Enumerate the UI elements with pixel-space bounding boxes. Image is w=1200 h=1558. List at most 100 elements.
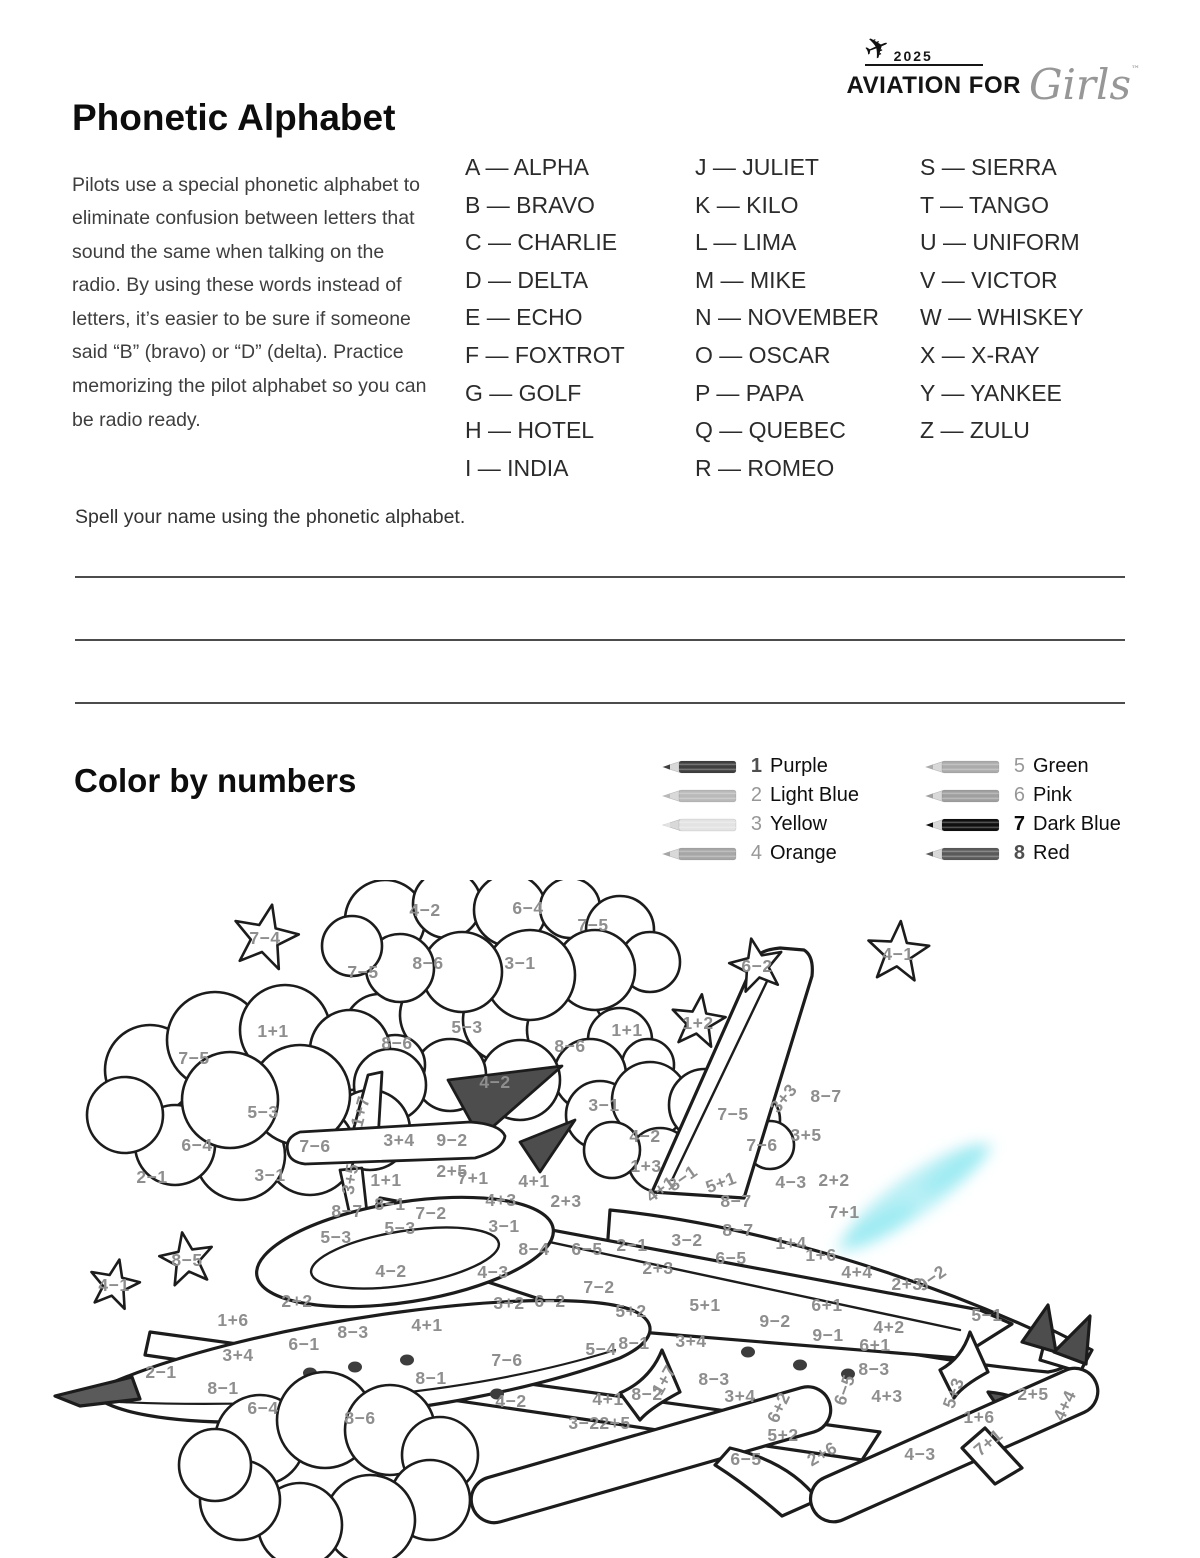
math-label: 6−5 xyxy=(715,1248,746,1268)
math-label: 4+2 xyxy=(873,1317,904,1337)
logo-girls-script: Girls™ xyxy=(1028,60,1140,109)
math-label: 1+1 xyxy=(611,1020,642,1040)
intro-paragraph: Pilots use a special phonetic alphabet t… xyxy=(72,173,427,431)
math-label: 8−6 xyxy=(412,953,443,973)
math-label: 3−2 xyxy=(671,1230,702,1250)
legend-color-name: Green xyxy=(1033,755,1089,777)
brand-logo: ✈ 2025 AVIATION FOR Girls™ xyxy=(847,29,1140,109)
legend-color-name: Pink xyxy=(1033,784,1072,806)
math-label: 3−1 xyxy=(488,1216,519,1236)
math-label: 4+3 xyxy=(871,1386,902,1406)
pencil-icon xyxy=(925,818,1000,831)
math-label: 6−5 xyxy=(830,1372,859,1408)
rivet xyxy=(793,1359,807,1371)
answer-line xyxy=(75,639,1125,641)
phonetic-entry: N — NOVEMBER xyxy=(695,304,880,331)
legend-item-orange: 4 Orange xyxy=(662,839,859,868)
phonetic-entry: W — WHISKEY xyxy=(920,304,1084,331)
logo-wordmark: AVIATION FOR Girls™ xyxy=(847,60,1140,109)
math-label: 1+1 xyxy=(257,1021,288,1041)
exhaust-flame xyxy=(835,1142,993,1253)
math-label: 8−3 xyxy=(337,1322,368,1342)
math-label: 8−6 xyxy=(344,1408,375,1428)
math-label: 4+1 xyxy=(518,1171,549,1191)
math-label: 2+3 xyxy=(550,1191,581,1211)
math-label: 8−6 xyxy=(381,1033,412,1053)
math-label: 8−2 xyxy=(631,1384,662,1404)
math-label: 5+2 xyxy=(615,1301,646,1321)
math-label: 5+2 xyxy=(767,1425,798,1445)
math-label: 5−1 xyxy=(971,1305,1002,1325)
math-label: 8−4 xyxy=(518,1239,549,1259)
pencil-icon xyxy=(662,760,737,773)
math-label: 8−6 xyxy=(554,1036,585,1056)
logo-top: ✈ 2025 xyxy=(859,29,983,69)
logo-year: 2025 xyxy=(893,48,933,64)
math-label: 2+5 xyxy=(1017,1384,1048,1404)
legend-item-purple: 1 Purple xyxy=(662,752,859,781)
legend-number: 7 xyxy=(1013,813,1025,835)
phonetic-entry: V — VICTOR xyxy=(920,266,1058,293)
math-label: 4+3 xyxy=(485,1190,516,1210)
cloud-puff xyxy=(180,1050,280,1150)
math-label: 2−1 xyxy=(136,1167,167,1187)
math-label: 4+4 xyxy=(841,1262,872,1282)
coloring-illustration: 7−4 4−2 6−4 7−5 7−5 8−6 3−1 6−2 4−1 1+1 1+2 7−5 8−6 5… xyxy=(0,880,1200,1558)
pencil-icon xyxy=(925,760,1000,773)
math-label: 3+2 xyxy=(493,1293,524,1313)
legend-number: 2 xyxy=(750,784,762,806)
math-label: 7−5 xyxy=(178,1048,209,1068)
math-label: 4−2 xyxy=(629,1126,660,1146)
color-legend-column-2: 5 Green 6 Pink 7 Dark Blue 8 Red xyxy=(925,752,1121,868)
math-label: 6−5 xyxy=(730,1449,761,1469)
legend-item-light-blue: 2 Light Blue xyxy=(662,781,859,810)
math-label: 8−7 xyxy=(720,1191,751,1211)
math-label: 6+1 xyxy=(811,1295,842,1315)
math-label: 3−1 xyxy=(254,1165,285,1185)
phonetic-entry: U — UNIFORM xyxy=(920,229,1080,256)
math-label: 5−3 xyxy=(320,1227,351,1247)
math-label: 6+1 xyxy=(859,1335,890,1355)
phonetic-entry: C — CHARLIE xyxy=(465,229,618,256)
pencil-icon xyxy=(925,847,1000,860)
stars-group xyxy=(90,903,931,1311)
rivet xyxy=(400,1354,414,1366)
legend-item-green: 5 Green xyxy=(925,752,1121,781)
math-label: 1+3 xyxy=(630,1156,661,1176)
legend-item-red: 8 Red xyxy=(925,839,1121,868)
jet-airplane xyxy=(53,1195,1100,1525)
legend-number: 8 xyxy=(1013,842,1025,864)
legend-number: 3 xyxy=(750,813,762,835)
math-label: 7−6 xyxy=(746,1135,777,1155)
math-label: 7−5 xyxy=(717,1104,748,1124)
math-label: 3+4 xyxy=(383,1130,414,1150)
math-label: 1+2 xyxy=(682,1013,713,1033)
math-label: 8−1 xyxy=(618,1333,649,1353)
math-label: 5−4 xyxy=(585,1339,616,1359)
page-title: Phonetic Alphabet xyxy=(72,96,396,138)
math-label: 2+5 xyxy=(599,1413,630,1433)
rivet xyxy=(490,1388,504,1400)
math-label: 8−7 xyxy=(722,1220,753,1240)
math-label: 4+1 xyxy=(411,1315,442,1335)
phonetic-entry: O — OSCAR xyxy=(695,341,831,368)
math-label: 4−3 xyxy=(775,1172,806,1192)
pencil-icon xyxy=(925,789,1000,802)
phonetic-entry: P — PAPA xyxy=(695,379,804,406)
math-label: 7−2 xyxy=(583,1277,614,1297)
clouds-front xyxy=(177,1370,480,1558)
legend-number: 5 xyxy=(1013,755,1025,777)
legend-color-name: Orange xyxy=(770,842,837,864)
math-label: 7−6 xyxy=(299,1136,330,1156)
math-label: 2+3 xyxy=(891,1274,922,1294)
math-label: 5+3 xyxy=(939,1375,968,1411)
phonetic-entry: R — ROMEO xyxy=(695,454,835,481)
math-label: 5−3 xyxy=(247,1102,278,1122)
phonetic-entry: Z — ZULU xyxy=(920,417,1030,444)
math-label: 4−2 xyxy=(479,1072,510,1092)
clouds-back xyxy=(85,880,796,1202)
phonetic-entry: X — X-RAY xyxy=(920,341,1040,368)
math-labels-group: 7−4 4−2 6−4 7−5 7−5 8−6 3−1 6−2 4−1 1+1 1+2 7−5 8−6 5… xyxy=(98,898,1080,1470)
math-label: 2+3 xyxy=(642,1258,673,1278)
math-label: 5−3 xyxy=(451,1017,482,1037)
